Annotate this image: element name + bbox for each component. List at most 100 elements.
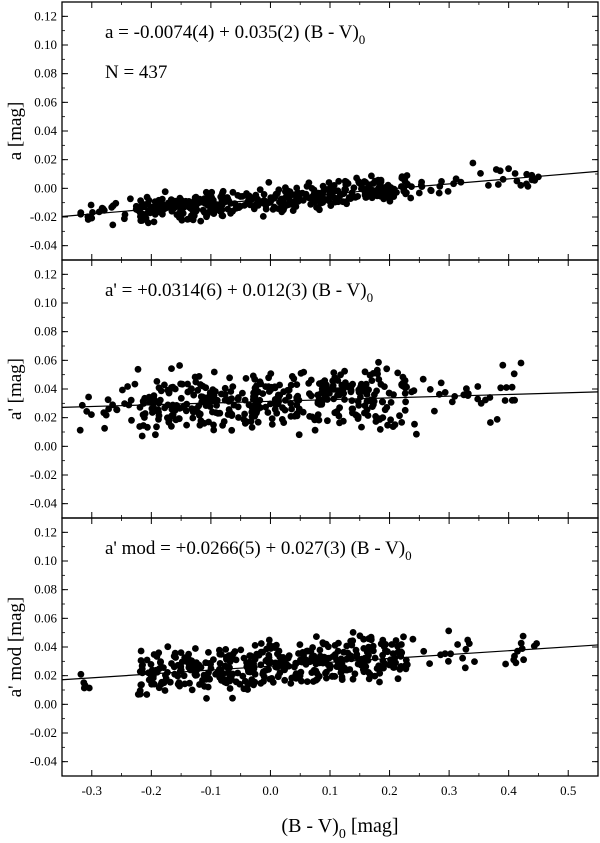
data-point xyxy=(293,381,301,388)
data-point xyxy=(161,404,169,412)
data-point xyxy=(373,387,380,395)
data-point xyxy=(474,395,482,403)
data-point xyxy=(157,387,165,395)
data-point xyxy=(100,207,108,214)
data-point xyxy=(235,394,242,401)
data-point xyxy=(239,193,246,200)
data-point xyxy=(259,213,267,220)
data-point xyxy=(393,189,400,196)
data-point xyxy=(370,398,378,405)
y-axis-title: a' mod [mag] xyxy=(5,597,26,698)
data-point xyxy=(149,409,156,416)
data-point xyxy=(235,414,242,421)
data-point xyxy=(497,384,505,392)
data-point xyxy=(334,377,342,384)
x-tick-label: -0.2 xyxy=(141,783,162,798)
data-point xyxy=(181,680,189,688)
data-point xyxy=(212,388,219,395)
data-point xyxy=(124,383,131,390)
data-point xyxy=(327,202,335,210)
panel-middle: -0.04 -0.02 0.00 0.02 0.04 0.06 0.08 0.10 0.12 a'… xyxy=(5,259,599,519)
data-point xyxy=(447,650,454,658)
data-point xyxy=(368,194,376,202)
data-point xyxy=(426,386,434,393)
data-point xyxy=(153,378,161,385)
data-point xyxy=(411,420,418,428)
data-point xyxy=(313,633,320,640)
data-point xyxy=(347,194,355,202)
data-point xyxy=(251,642,259,649)
data-point xyxy=(245,192,253,200)
y-tick-label: 0.08 xyxy=(34,582,57,597)
data-point xyxy=(294,392,302,400)
data-point xyxy=(197,217,205,225)
data-point xyxy=(234,669,242,677)
data-point xyxy=(324,388,331,396)
data-point xyxy=(310,186,318,194)
data-point xyxy=(155,412,163,420)
data-point xyxy=(485,182,492,189)
data-point xyxy=(377,178,385,186)
data-point xyxy=(223,396,231,403)
fit-equation: a' mod = +0.0266(5) + 0.027(3) (B - V)0 xyxy=(105,538,412,563)
data-point xyxy=(286,188,294,196)
data-point xyxy=(226,677,234,685)
data-point xyxy=(329,382,337,389)
data-point xyxy=(161,188,169,196)
data-point xyxy=(297,369,305,377)
data-point xyxy=(203,695,210,702)
data-point xyxy=(104,396,112,404)
data-point xyxy=(309,193,316,201)
data-point xyxy=(334,198,342,206)
data-point xyxy=(375,358,382,366)
data-point xyxy=(139,397,147,405)
data-point xyxy=(269,206,277,213)
data-point xyxy=(469,159,477,167)
data-point xyxy=(138,217,146,224)
data-point xyxy=(435,189,443,197)
data-point xyxy=(161,381,168,389)
data-point xyxy=(177,394,185,402)
data-point xyxy=(510,656,518,664)
y-tick-label: 0.12 xyxy=(34,266,57,281)
data-point xyxy=(407,194,415,202)
data-point xyxy=(394,675,402,683)
data-point xyxy=(271,400,279,408)
data-point xyxy=(192,193,200,201)
data-point xyxy=(156,665,163,672)
x-tick-label: 0.5 xyxy=(560,783,576,798)
data-point xyxy=(278,416,286,423)
data-point xyxy=(384,648,391,656)
data-point xyxy=(401,177,409,185)
data-point xyxy=(157,658,165,666)
x-axis-title-unit: [mag] xyxy=(346,815,399,837)
data-point xyxy=(305,379,313,387)
data-point xyxy=(316,401,324,408)
y-tick-label: -0.02 xyxy=(30,467,57,482)
data-point xyxy=(177,649,185,656)
data-point xyxy=(190,391,198,399)
data-point xyxy=(240,654,248,662)
data-point xyxy=(392,637,400,644)
fit-equation-subscript: 0 xyxy=(367,290,374,305)
data-point xyxy=(275,186,283,194)
data-point xyxy=(251,394,259,402)
data-point xyxy=(242,375,250,382)
data-point xyxy=(415,189,423,197)
data-point xyxy=(223,653,230,661)
data-point xyxy=(316,646,324,654)
data-point xyxy=(358,380,365,388)
data-point xyxy=(188,657,196,665)
data-point xyxy=(266,675,274,683)
data-point xyxy=(259,390,267,397)
data-point xyxy=(273,663,281,671)
data-point xyxy=(295,405,303,413)
data-point xyxy=(334,391,341,399)
data-point xyxy=(126,195,134,203)
data-point xyxy=(293,412,301,420)
data-point xyxy=(396,412,403,420)
data-point xyxy=(419,375,427,383)
data-point xyxy=(331,673,339,680)
data-point xyxy=(274,650,281,658)
data-point xyxy=(343,666,351,674)
